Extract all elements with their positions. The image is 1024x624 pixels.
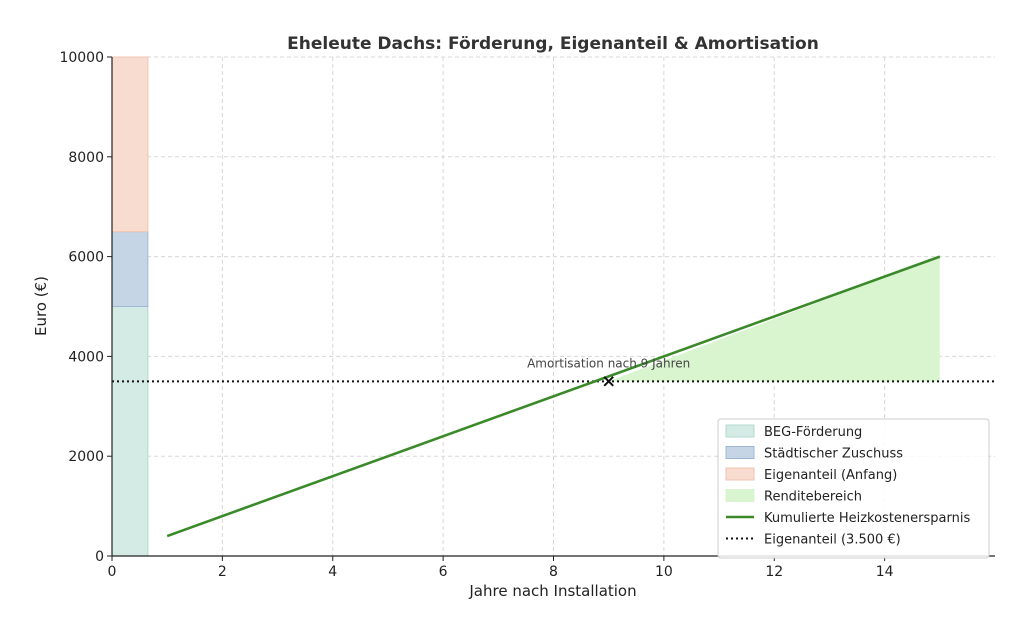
x-tick-label: 10 bbox=[655, 564, 673, 580]
legend-label-eigenanteil-anfang: Eigenanteil (Anfang) bbox=[764, 468, 897, 483]
x-tick-label: 6 bbox=[439, 564, 448, 580]
legend-swatch-renditebereich bbox=[725, 489, 755, 502]
x-axis-label: Jahre nach Installation bbox=[468, 582, 636, 600]
bar-segment-3 bbox=[111, 56, 149, 233]
x-tick-label: 8 bbox=[549, 564, 558, 580]
y-axis-label: Euro (€) bbox=[32, 276, 50, 336]
x-tick-label: 2 bbox=[218, 564, 227, 580]
legend-label-beg-förderung: BEG-Förderung bbox=[764, 425, 862, 440]
y-tick-label: 2000 bbox=[68, 449, 104, 465]
y-tick-label: 4000 bbox=[68, 349, 104, 365]
amortisation-annotation: Amortisation nach 9 Jahren bbox=[527, 356, 690, 370]
x-tick-label: 14 bbox=[876, 564, 894, 580]
legend: BEG-Förderung Städtischer Zuschuss Eigenan… bbox=[717, 418, 990, 559]
plot-area: Amortisation nach 9 Jahren 0 2 4 6 8 10 12 14 0 20… bbox=[59, 50, 995, 580]
y-tick-label: 0 bbox=[95, 549, 104, 565]
legend-box bbox=[717, 418, 990, 559]
legend-label-eigenanteil-3-500: Eigenanteil (3.500 €) bbox=[764, 533, 901, 548]
legend-label-renditebereich: Renditebereich bbox=[764, 490, 862, 505]
legend-swatch-beg-förderung bbox=[725, 424, 755, 438]
amortisation-marker bbox=[603, 376, 614, 387]
y-tick-label: 8000 bbox=[68, 150, 104, 166]
y-tick-label: 10000 bbox=[59, 50, 104, 66]
savings-line bbox=[166, 255, 941, 538]
x-tick-label: 12 bbox=[765, 564, 783, 580]
x-tick-label: 0 bbox=[108, 564, 117, 580]
legend-label-kumulierte-heizkostenersparnis: Kumulierte Heizkostenersparnis bbox=[764, 511, 970, 526]
chart-title: Eheleute Dachs: Förderung, Eigenanteil &… bbox=[287, 34, 819, 54]
y-tick-label: 6000 bbox=[68, 250, 104, 266]
legend-label-städtischer-zuschuss: Städtischer Zuschuss bbox=[764, 447, 903, 462]
legend-swatch-städtischer-zuschuss bbox=[725, 446, 755, 459]
x-tick-label: 4 bbox=[328, 564, 337, 580]
bar-segment-2 bbox=[111, 231, 149, 307]
bar-segment-1 bbox=[111, 306, 149, 557]
legend-swatch-eigenanteil-anfang bbox=[725, 467, 755, 481]
